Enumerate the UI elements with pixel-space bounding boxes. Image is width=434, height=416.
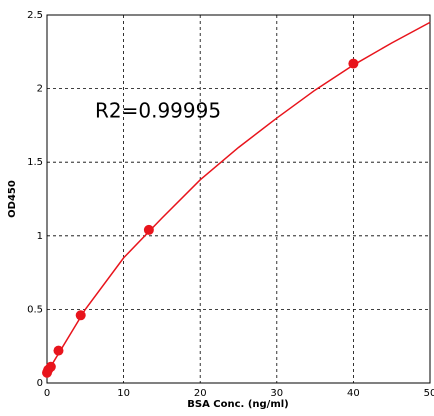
- x-tick-label: 40: [347, 388, 360, 399]
- y-tick-label: 2: [37, 84, 43, 95]
- x-tick-label: 50: [424, 388, 434, 399]
- x-axis-label: BSA Conc. (ng/ml): [187, 399, 289, 410]
- x-tick-label: 0: [44, 388, 50, 399]
- x-tick-label: 20: [194, 388, 207, 399]
- x-tick-label: 30: [270, 388, 283, 399]
- x-tick-label: 10: [117, 388, 130, 399]
- y-tick-label: 1.5: [27, 157, 43, 168]
- data-point: [143, 224, 154, 235]
- plot-frame: [46, 14, 431, 384]
- data-point: [45, 361, 56, 372]
- y-tick-label: 1: [37, 231, 43, 242]
- y-tick-label: 0: [37, 378, 43, 389]
- y-axis-label: OD450: [7, 180, 18, 218]
- data-point: [53, 345, 64, 356]
- data-point: [75, 310, 86, 321]
- data-point: [348, 58, 359, 69]
- y-tick-label: 2.5: [27, 10, 43, 21]
- fit-curve: [46, 21, 431, 374]
- y-tick-label: 0.5: [27, 304, 43, 315]
- annotation: R2=0.99995: [95, 99, 221, 123]
